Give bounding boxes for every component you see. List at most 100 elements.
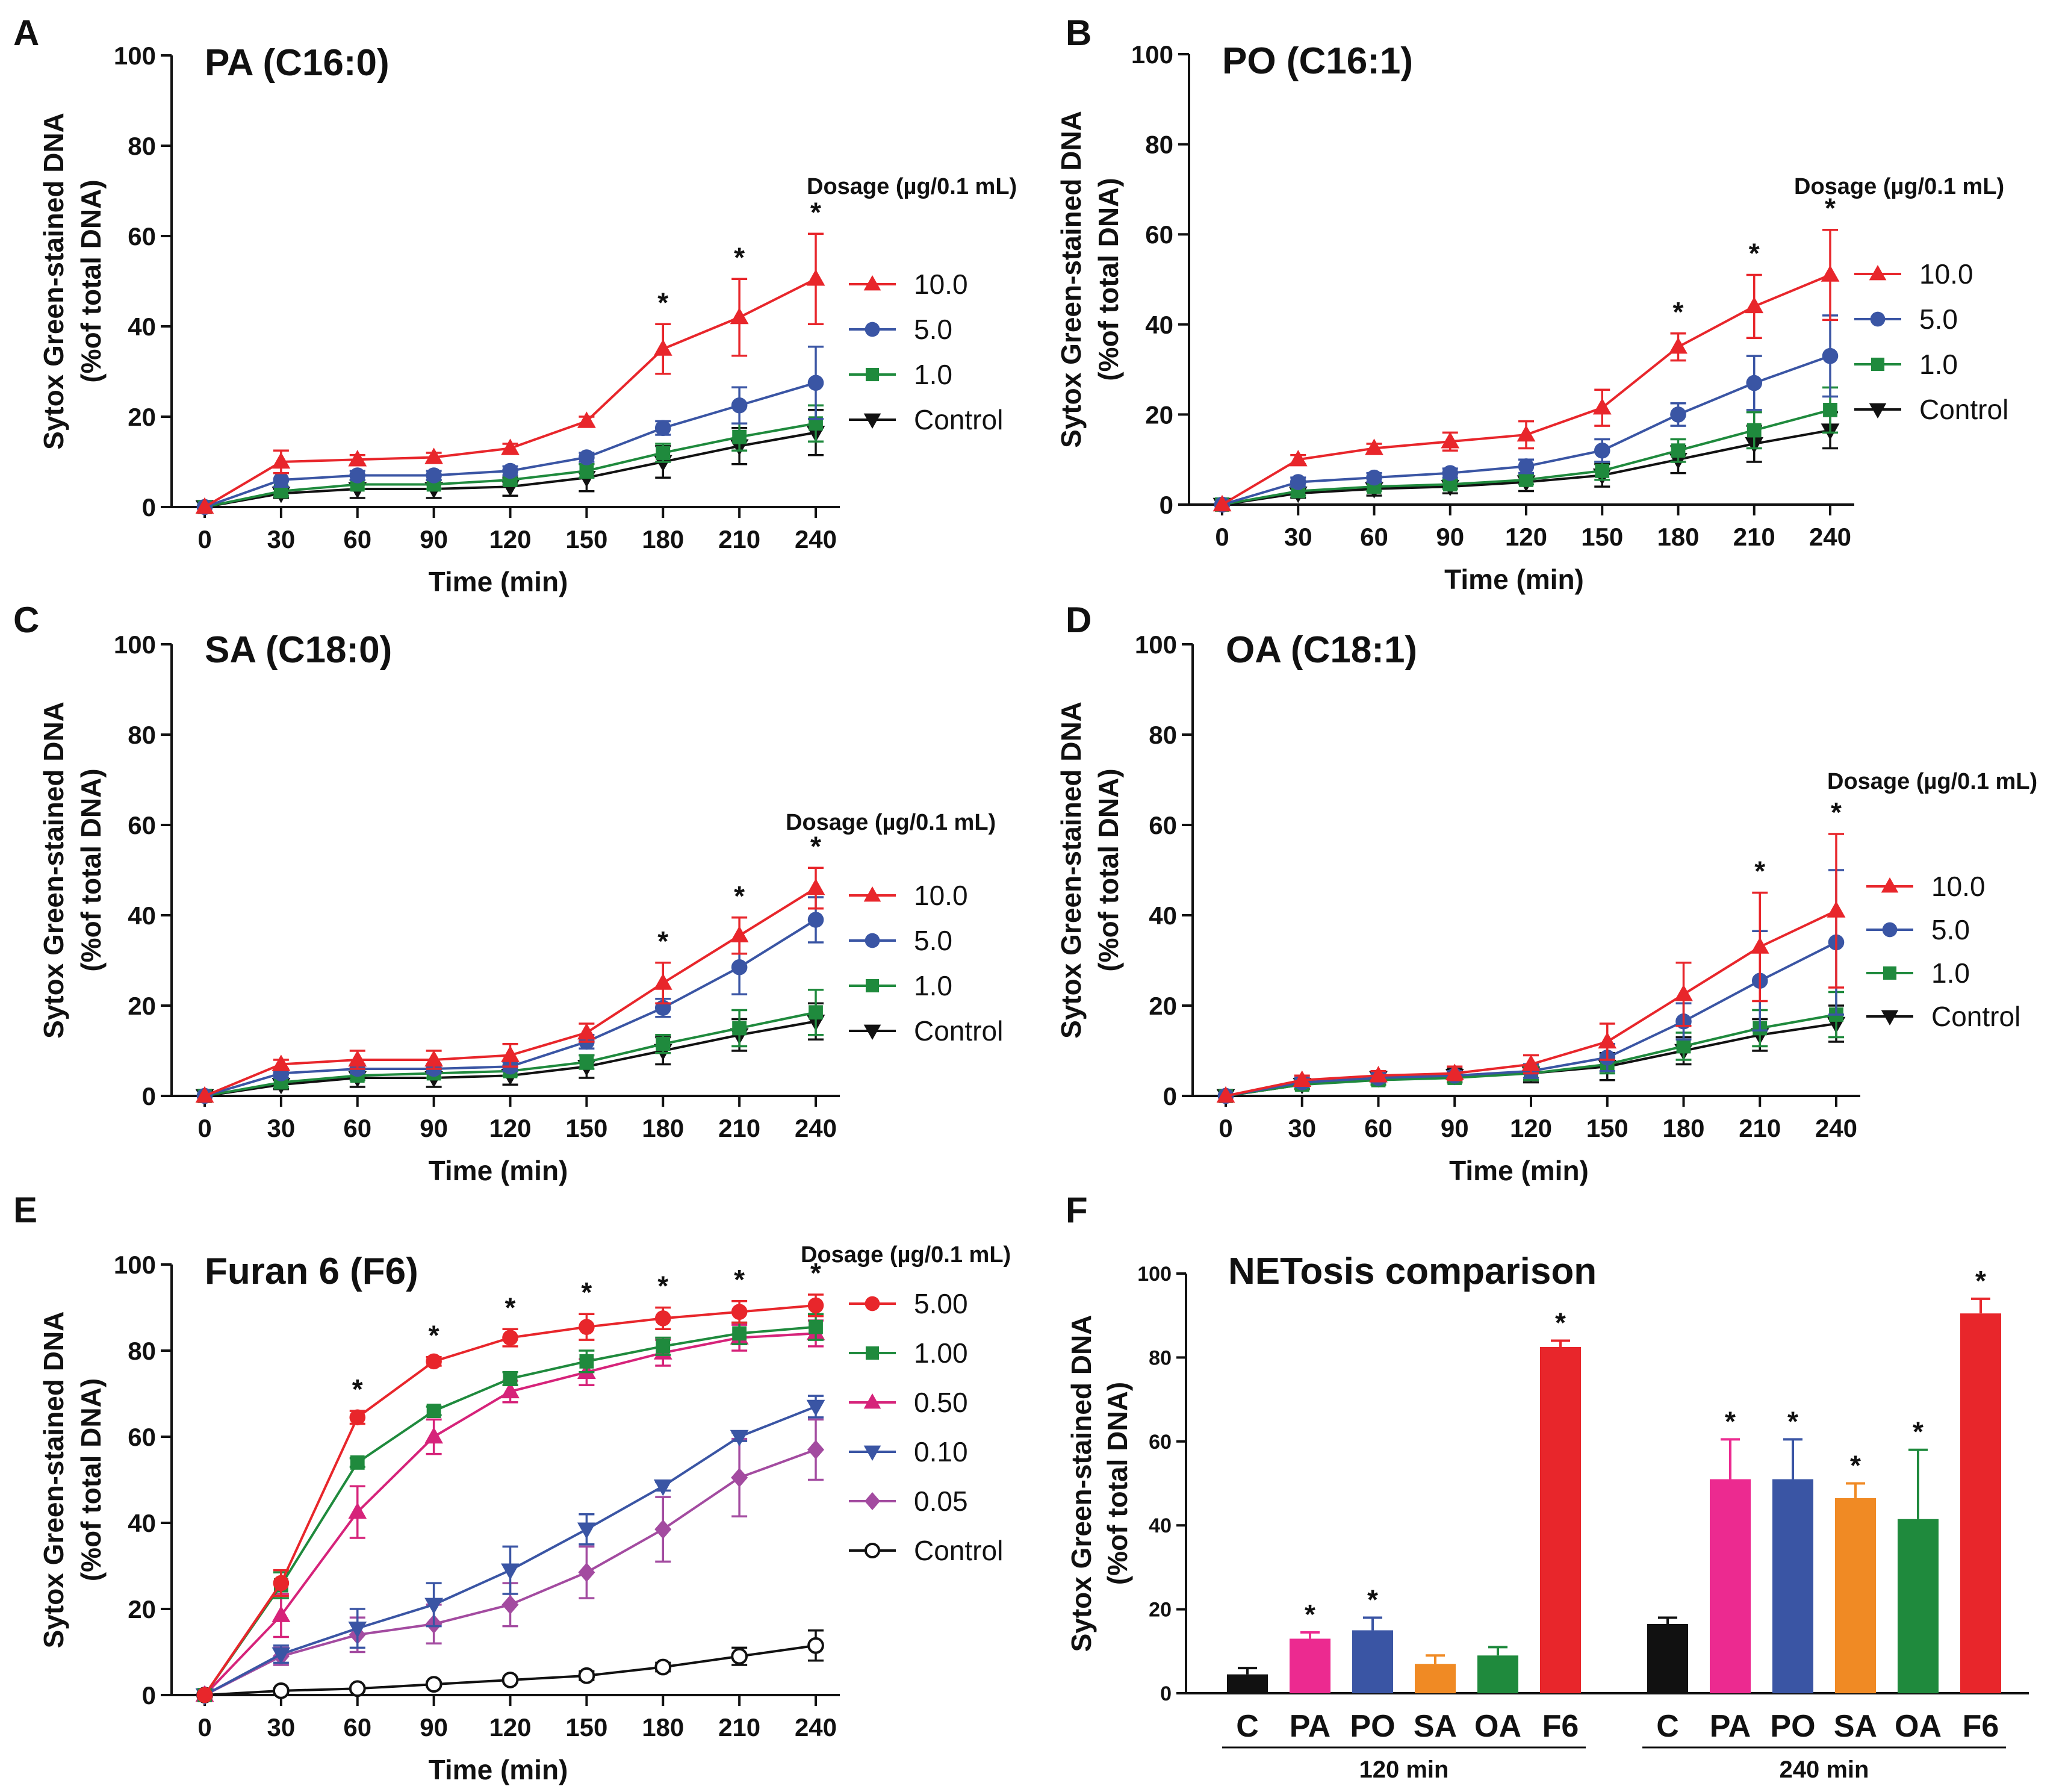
legend-title: Dosage (µg/0.1 mL)	[807, 174, 1017, 199]
panel-label: E	[13, 1190, 37, 1230]
group-label: 240 min	[1780, 1756, 1869, 1783]
series-5.0	[196, 896, 824, 1104]
data-point	[731, 959, 748, 975]
data-point	[1747, 423, 1762, 438]
data-point	[501, 1672, 519, 1688]
data-point	[807, 375, 824, 391]
y-tick-label: 40	[1149, 901, 1177, 930]
x-axis-label: Time (min)	[429, 1155, 568, 1186]
y-tick-label: 60	[128, 811, 156, 839]
data-point	[424, 1426, 444, 1444]
data-point	[426, 1404, 441, 1418]
legend-marker	[863, 1393, 881, 1409]
x-tick-label: 210	[1733, 523, 1775, 551]
x-tick-label: 30	[267, 525, 296, 553]
bar	[1647, 1623, 1688, 1693]
data-point	[424, 1050, 444, 1067]
data-point	[578, 1563, 595, 1582]
x-tick-label: 180	[642, 525, 684, 553]
y-tick-label: 0	[142, 1681, 156, 1710]
y-tick-label: 100	[114, 42, 156, 70]
y-tick-label: 40	[128, 901, 156, 930]
data-point	[350, 1455, 365, 1470]
x-tick-label: 90	[420, 525, 448, 553]
x-tick-label: OA	[1474, 1709, 1521, 1744]
significance-star: *	[1367, 1584, 1378, 1616]
x-tick-label: 120	[1505, 523, 1547, 551]
data-point	[579, 449, 595, 465]
data-point	[348, 450, 367, 467]
data-point	[653, 1479, 672, 1496]
panel-D: D OA (C18:1) 0 20 40 60 80 100 0 30 60 90 120 150 180 2…	[1055, 600, 2037, 1186]
data-point	[1674, 985, 1693, 1001]
y-tick-label: 20	[128, 403, 156, 431]
data-point	[195, 497, 214, 514]
y-tick-label: 80	[1145, 131, 1173, 159]
data-point	[1442, 477, 1458, 492]
y-tick-label: 100	[1137, 1263, 1172, 1286]
series-10.0	[195, 866, 825, 1103]
legend-marker	[863, 1024, 881, 1040]
data-point	[1445, 1063, 1464, 1080]
data-point	[1676, 1039, 1691, 1054]
series-10.0	[1212, 228, 1840, 512]
y-tick-label: 0	[1160, 1682, 1172, 1705]
data-point	[1745, 296, 1764, 314]
data-point	[806, 269, 825, 286]
legend-marker	[863, 886, 881, 902]
bar	[1477, 1655, 1518, 1693]
x-tick-label: 240	[795, 525, 837, 553]
series-line	[203, 1304, 816, 1696]
data-point	[426, 1353, 442, 1370]
data-point	[806, 1399, 825, 1417]
series-1.00	[197, 1313, 824, 1702]
y-tick-label: 0	[1160, 491, 1173, 519]
y-axis-label-line2: (%of total DNA)	[75, 1378, 107, 1581]
significance-star: *	[1749, 238, 1760, 269]
panel-title: Furan 6 (F6)	[205, 1251, 418, 1292]
panel-F: F NETosis comparison 0 20 40 60 80 100 Sytox Gre…	[1066, 1190, 2029, 1783]
x-tick-label: 120	[489, 1114, 531, 1142]
data-point	[579, 1354, 594, 1369]
y-tick-label: 40	[1145, 311, 1173, 339]
legend-title: Dosage (µg/0.1 mL)	[1794, 174, 2004, 199]
x-tick-label: 180	[642, 1713, 684, 1741]
y-tick-label: 100	[114, 630, 156, 659]
x-tick-label: 240	[795, 1114, 837, 1142]
data-point	[272, 452, 291, 469]
data-point	[501, 1563, 520, 1580]
significance-star: *	[1825, 193, 1836, 224]
x-tick-label: 180	[1657, 523, 1699, 551]
data-point	[501, 1045, 520, 1062]
significance-star: *	[1850, 1450, 1861, 1481]
x-tick-label: 120	[1510, 1114, 1552, 1142]
data-point	[272, 1647, 291, 1664]
y-tick-label: 60	[1149, 811, 1177, 839]
y-tick-label: 20	[1145, 400, 1173, 429]
significance-star: *	[1831, 797, 1842, 828]
data-point	[579, 464, 594, 478]
data-point	[1823, 403, 1837, 417]
legend-label: 5.0	[1919, 303, 1958, 335]
data-point	[425, 1676, 442, 1693]
panel-C: C SA (C18:0) 0 20 40 60 80 100 0 30 60 90 120 150 180 2…	[13, 600, 1003, 1186]
data-point	[196, 1687, 213, 1703]
x-tick-label: 240	[795, 1713, 837, 1741]
panel-label: B	[1066, 13, 1091, 53]
x-tick-label: OA	[1895, 1709, 1942, 1744]
data-point	[1669, 337, 1688, 354]
data-point	[1671, 443, 1686, 458]
legend-marker	[865, 322, 880, 337]
panel-A: A PA (C16:0) 0 20 40 60 80 100 0 30 60 90 120 150 180 2…	[13, 13, 1017, 597]
data-point	[195, 1086, 214, 1103]
data-point	[654, 420, 671, 437]
y-tick-label: 40	[1149, 1514, 1172, 1537]
y-axis-label-line2: (%of total DNA)	[1102, 1382, 1133, 1585]
x-tick-label: 120	[489, 525, 531, 553]
x-tick-label: 240	[1815, 1114, 1857, 1142]
data-point	[807, 1297, 824, 1314]
data-point	[1827, 901, 1846, 918]
x-tick-label: 150	[1586, 1114, 1629, 1142]
y-tick-label: 40	[128, 313, 156, 341]
data-point	[502, 462, 518, 479]
